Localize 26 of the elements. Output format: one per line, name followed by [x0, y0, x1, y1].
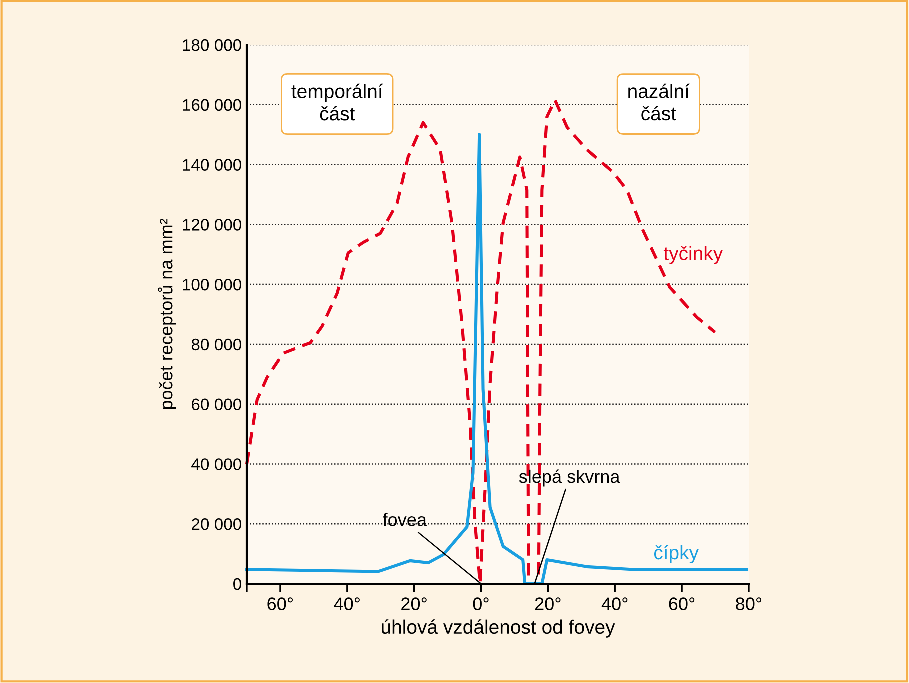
annotation: temporální část	[292, 84, 384, 121]
x-tick-label: 40°	[602, 598, 628, 610]
y-tick-label: 80 000	[192, 338, 242, 351]
y-tick-label: 100 000	[183, 278, 242, 291]
annotation: fovea	[383, 513, 427, 526]
x-tick-label: 80°	[736, 598, 762, 610]
annotation: slepá skvrna	[519, 470, 620, 487]
y-tick-label: 0	[234, 578, 242, 590]
y-tick-label: 40 000	[192, 458, 242, 470]
y-axis-title: počet receptorů na mm²	[158, 219, 176, 410]
x-tick-label: 60°	[669, 598, 695, 610]
x-tick-label: 0°	[473, 598, 489, 610]
annotation: nazální část	[628, 84, 690, 121]
y-tick-label: 20 000	[192, 518, 242, 530]
x-tick-label: 20°	[402, 598, 427, 610]
y-tick-label: 180 000	[183, 39, 242, 52]
y-tick-label: 60 000	[192, 398, 242, 411]
y-tick-label: 120 000	[183, 219, 242, 231]
x-tick-label: 40°	[334, 598, 360, 610]
series-label: čípky	[654, 545, 699, 564]
y-tick-label: 160 000	[183, 99, 242, 112]
series-label: tyčinky	[664, 246, 724, 264]
x-axis-title: úhlová vzdálenost od fovey	[382, 620, 616, 638]
y-tick-label: 140 000	[183, 159, 242, 171]
x-tick-label: 20°	[535, 598, 561, 610]
x-tick-label: 60°	[268, 598, 294, 610]
